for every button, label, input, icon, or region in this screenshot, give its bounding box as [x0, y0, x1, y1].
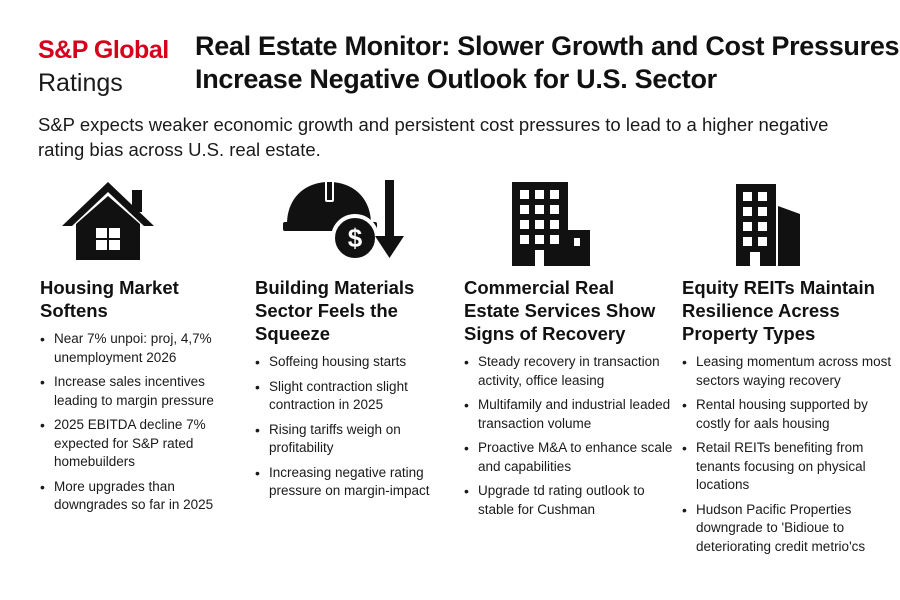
list-item: Slight contraction slight contraction in… — [255, 378, 455, 415]
bullet-list: Steady recovery in transaction activity,… — [464, 353, 674, 519]
office-building-icon — [464, 176, 674, 266]
column-housing: Housing Market Softens Near 7% unpoi: pr… — [40, 176, 245, 521]
page-title: Real Estate Monitor: Slower Growth and C… — [195, 31, 900, 94]
list-item: Multifamily and industrial leaded transa… — [464, 396, 674, 433]
bullet-list: Near 7% unpoi: proj, 4,7% unemployment 2… — [40, 330, 245, 515]
header: S&P Global Ratings Real Estate Monitor: … — [38, 30, 900, 100]
list-item: Upgrade td rating outlook to stable for … — [464, 482, 674, 519]
column-equity-reits: Equity REITs Maintain Resilience Acress … — [682, 176, 892, 562]
column-title: Building Materials Sector Feels the Sque… — [255, 277, 415, 344]
page-subtitle: S&P expects weaker economic growth and p… — [38, 114, 829, 160]
list-item: Rising tariffs weigh on profitability — [255, 421, 455, 458]
list-item: Rental housing supported by costly for a… — [682, 396, 892, 433]
svg-text:$: $ — [348, 223, 363, 253]
column-title: Housing Market Softens — [40, 277, 179, 321]
list-item: Increase sales incentives leading to mar… — [40, 373, 245, 410]
column-title: Commercial Real Estate Services Show Sig… — [464, 277, 656, 344]
list-item: Near 7% unpoi: proj, 4,7% unemployment 2… — [40, 330, 245, 367]
list-item: Hudson Pacific Properties downgrade to '… — [682, 501, 892, 557]
list-item: 2025 EBITDA decline 7% expected for S&P … — [40, 416, 245, 472]
list-item: Steady recovery in transaction activity,… — [464, 353, 674, 390]
logo-sub: Ratings — [38, 69, 123, 97]
city-buildings-icon — [682, 176, 892, 266]
column-title: Equity REITs Maintain Resilience Acress … — [682, 277, 875, 344]
logo-brand: S&P Global — [38, 36, 169, 64]
column-commercial: Commercial Real Estate Services Show Sig… — [464, 176, 674, 525]
column-building-materials: $ Building Materials Sector Feels the Sq… — [255, 176, 455, 507]
list-item: More upgrades than downgrades so far in … — [40, 478, 245, 515]
list-item: Increasing negative rating pressure on m… — [255, 464, 455, 501]
list-item: Proactive M&A to enhance scale and capab… — [464, 439, 674, 476]
house-icon — [40, 176, 245, 266]
sp-global-logo: S&P Global Ratings — [38, 36, 188, 98]
hard-hat-dollar-down-icon: $ — [255, 176, 455, 266]
list-item: Retail REITs benefiting from tenants foc… — [682, 439, 892, 495]
list-item: Soffeing housing starts — [255, 353, 455, 372]
bullet-list: Leasing momentum across most sectors way… — [682, 353, 892, 556]
list-item: Leasing momentum across most sectors way… — [682, 353, 892, 390]
bullet-list: Soffeing housing starts Slight contracti… — [255, 353, 455, 501]
